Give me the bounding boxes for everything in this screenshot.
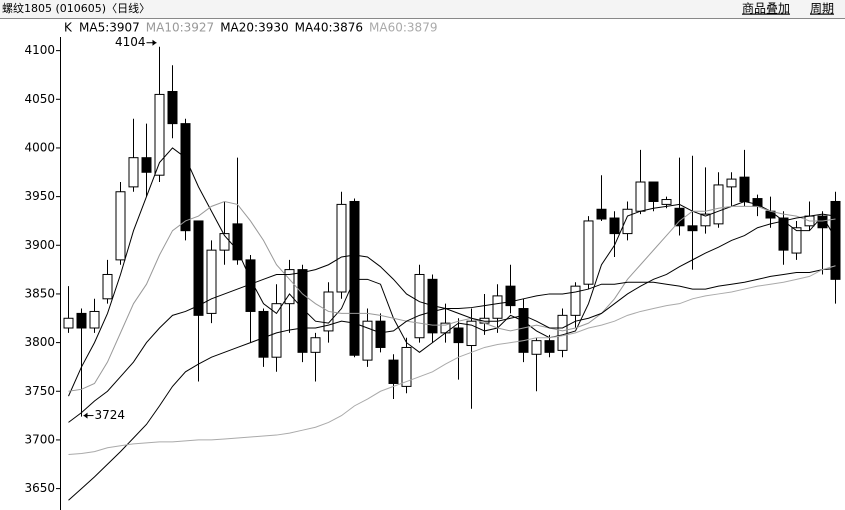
- y-tick-label: 4000: [24, 140, 55, 154]
- candle-body: [284, 269, 295, 305]
- candle-body: [271, 303, 282, 358]
- candle-body: [128, 157, 139, 188]
- candle-body: [531, 340, 542, 355]
- ma-line: [68, 200, 836, 392]
- candle-body: [583, 220, 594, 285]
- candle-body: [336, 203, 347, 293]
- candle-body: [830, 200, 841, 280]
- candle-body: [310, 337, 321, 353]
- y-tick-label: 3950: [24, 189, 55, 203]
- candle-body: [518, 308, 529, 353]
- k-label: K: [64, 21, 73, 35]
- legend-entry: MA60:3879: [369, 21, 437, 35]
- candle-body: [89, 310, 100, 329]
- candle-body: [414, 273, 425, 339]
- legend-entry: MA40:3876: [295, 21, 363, 35]
- annotation-arrowhead: [152, 39, 157, 46]
- candle-body: [609, 217, 620, 235]
- candle-body: [544, 340, 555, 353]
- candle-body: [115, 191, 126, 261]
- candle-body: [648, 181, 659, 202]
- candle-body: [453, 327, 464, 344]
- candle-body: [232, 223, 243, 261]
- candle-body: [557, 314, 568, 351]
- legend-entry: MA20:3930: [220, 21, 288, 35]
- y-tick-label: 3900: [24, 238, 55, 252]
- period-button[interactable]: 周期: [810, 2, 834, 16]
- high-annotation: 4104: [115, 35, 146, 49]
- candle-body: [739, 176, 750, 202]
- candle-body: [570, 285, 581, 316]
- candle-body: [362, 320, 373, 361]
- candle-body: [141, 157, 152, 173]
- y-tick-label: 3800: [24, 335, 55, 349]
- candle-body: [752, 198, 763, 207]
- candle-body: [193, 220, 204, 316]
- candle-body: [388, 359, 399, 384]
- candle-body: [791, 227, 802, 254]
- candle-body: [349, 200, 360, 356]
- candle-body: [102, 273, 113, 300]
- y-tick-label: 3750: [24, 384, 55, 398]
- candle-body: [76, 312, 87, 329]
- y-tick-label: 3700: [24, 432, 55, 446]
- y-tick-label: 3650: [24, 481, 55, 495]
- candle-body: [700, 213, 711, 227]
- overlay-button[interactable]: 商品叠加: [742, 1, 790, 16]
- candle-body: [674, 207, 685, 227]
- legend-entry: MA5:3907: [79, 21, 140, 35]
- candle-body: [622, 208, 633, 235]
- candle-body: [505, 285, 516, 307]
- candle-body: [492, 295, 503, 319]
- ma-line: [68, 213, 836, 423]
- candle-body: [635, 181, 646, 212]
- ma-line: [68, 147, 836, 397]
- candle-body: [687, 225, 698, 232]
- ma-line: [68, 265, 836, 456]
- candle-body: [466, 320, 477, 347]
- candle-body: [154, 93, 165, 176]
- candle-body: [401, 346, 412, 387]
- candle-body: [596, 208, 607, 220]
- ma-line: [68, 268, 836, 501]
- candle-body: [375, 320, 386, 348]
- instrument-title: 螺纹1805 (010605)〈日线〉: [2, 1, 150, 15]
- candle-body: [180, 123, 191, 232]
- candle-body: [726, 178, 737, 188]
- toolbar: [0, 0, 845, 18]
- candle-body: [778, 217, 789, 251]
- candle-body: [297, 269, 308, 353]
- low-annotation: 3724: [95, 408, 126, 422]
- candle-body: [713, 184, 724, 225]
- legend-entry: MA10:3927: [146, 21, 214, 35]
- candle-body: [206, 249, 217, 314]
- candle-body: [167, 91, 178, 125]
- candle-body: [63, 317, 74, 329]
- y-tick-label: 4100: [24, 43, 55, 57]
- candle-body: [258, 310, 269, 358]
- annotation-arrowhead: [83, 412, 88, 419]
- candle-body: [661, 199, 672, 205]
- y-tick-label: 4050: [24, 92, 55, 106]
- candle-body: [219, 233, 230, 251]
- y-tick-label: 3850: [24, 286, 55, 300]
